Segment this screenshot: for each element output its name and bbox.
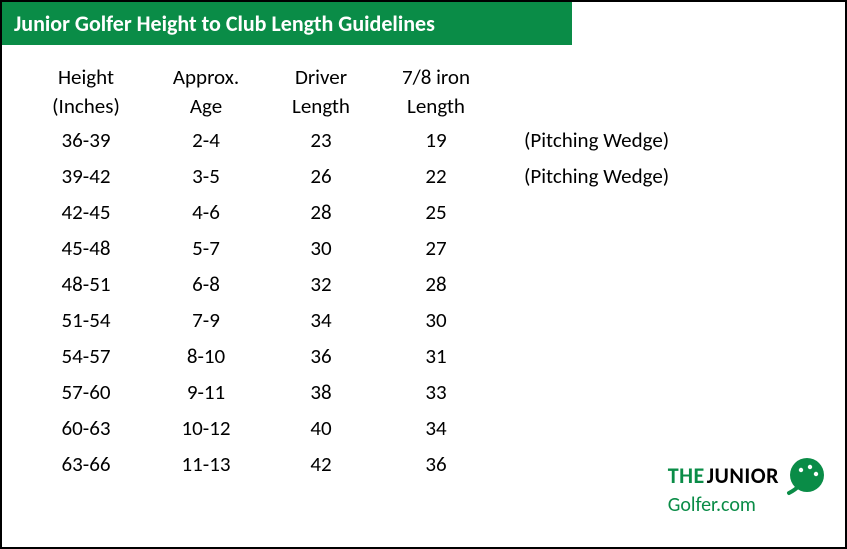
col-age-l1: Approx. xyxy=(164,63,248,92)
cell-note: (Pitching Wedge) xyxy=(496,122,706,158)
col-iron-l2: Length xyxy=(394,92,478,121)
table-row: 48-516-83228 xyxy=(26,266,706,302)
table-row: 57-609-113833 xyxy=(26,374,706,410)
cell-age: 8-10 xyxy=(146,338,266,374)
cell-iron: 30 xyxy=(376,302,496,338)
cell-height: 42-45 xyxy=(26,194,146,230)
cell-age: 11-13 xyxy=(146,446,266,482)
cell-age: 5-7 xyxy=(146,230,266,266)
cell-note xyxy=(496,374,706,410)
table-row: 60-6310-124034 xyxy=(26,410,706,446)
logo-the: THE xyxy=(668,462,705,489)
col-age-header: Approx. Age xyxy=(146,63,266,122)
cell-note xyxy=(496,302,706,338)
col-driver-l2: Length xyxy=(284,92,358,121)
table-row: 42-454-62825 xyxy=(26,194,706,230)
col-height-l1: Height xyxy=(44,63,128,92)
logo-line1: THE JUNIOR xyxy=(668,453,827,497)
logo-junior: JUNIOR xyxy=(707,462,779,489)
cell-note xyxy=(496,338,706,374)
cell-height: 63-66 xyxy=(26,446,146,482)
col-note-header xyxy=(496,63,706,122)
cell-age: 2-4 xyxy=(146,122,266,158)
table-row: 63-6611-134236 xyxy=(26,446,706,482)
cell-age: 6-8 xyxy=(146,266,266,302)
cell-age: 3-5 xyxy=(146,158,266,194)
cell-iron: 36 xyxy=(376,446,496,482)
cell-age: 4-6 xyxy=(146,194,266,230)
guidelines-table: Height (Inches) Approx. Age Driver Lengt… xyxy=(26,63,706,482)
cell-age: 7-9 xyxy=(146,302,266,338)
site-logo: THE JUNIOR Golfer.com xyxy=(668,453,827,517)
title-bar: Junior Golfer Height to Club Length Guid… xyxy=(2,2,572,45)
golf-ball-icon xyxy=(783,453,827,497)
cell-driver: 32 xyxy=(266,266,376,302)
col-driver-header: Driver Length xyxy=(266,63,376,122)
cell-driver: 23 xyxy=(266,122,376,158)
cell-note xyxy=(496,230,706,266)
logo-golfer: Golfer xyxy=(668,493,716,517)
col-height-l2: (Inches) xyxy=(44,92,128,121)
cell-note xyxy=(496,410,706,446)
cell-age: 10-12 xyxy=(146,410,266,446)
cell-note: (Pitching Wedge) xyxy=(496,158,706,194)
table-row: 45-485-73027 xyxy=(26,230,706,266)
table-row: 39-423-52622(Pitching Wedge) xyxy=(26,158,706,194)
cell-height: 36-39 xyxy=(26,122,146,158)
cell-driver: 40 xyxy=(266,410,376,446)
cell-driver: 30 xyxy=(266,230,376,266)
col-iron-l1: 7/8 iron xyxy=(394,63,478,92)
document-container: Junior Golfer Height to Club Length Guid… xyxy=(0,0,847,549)
col-height-header: Height (Inches) xyxy=(26,63,146,122)
cell-height: 45-48 xyxy=(26,230,146,266)
table-row: 36-392-42319(Pitching Wedge) xyxy=(26,122,706,158)
cell-driver: 38 xyxy=(266,374,376,410)
cell-height: 51-54 xyxy=(26,302,146,338)
cell-driver: 36 xyxy=(266,338,376,374)
cell-iron: 22 xyxy=(376,158,496,194)
cell-iron: 34 xyxy=(376,410,496,446)
cell-iron: 28 xyxy=(376,266,496,302)
header-row: Height (Inches) Approx. Age Driver Lengt… xyxy=(26,63,706,122)
cell-driver: 42 xyxy=(266,446,376,482)
logo-com: .com xyxy=(716,493,756,517)
cell-height: 57-60 xyxy=(26,374,146,410)
table-row: 54-578-103631 xyxy=(26,338,706,374)
cell-note xyxy=(496,266,706,302)
cell-note xyxy=(496,194,706,230)
cell-height: 60-63 xyxy=(26,410,146,446)
table-row: 51-547-93430 xyxy=(26,302,706,338)
cell-iron: 27 xyxy=(376,230,496,266)
cell-driver: 28 xyxy=(266,194,376,230)
table-area: Height (Inches) Approx. Age Driver Lengt… xyxy=(2,45,845,482)
cell-iron: 33 xyxy=(376,374,496,410)
cell-driver: 34 xyxy=(266,302,376,338)
cell-iron: 25 xyxy=(376,194,496,230)
cell-height: 54-57 xyxy=(26,338,146,374)
cell-iron: 19 xyxy=(376,122,496,158)
cell-height: 48-51 xyxy=(26,266,146,302)
col-age-l2: Age xyxy=(164,92,248,121)
cell-iron: 31 xyxy=(376,338,496,374)
col-driver-l1: Driver xyxy=(284,63,358,92)
cell-age: 9-11 xyxy=(146,374,266,410)
cell-height: 39-42 xyxy=(26,158,146,194)
cell-driver: 26 xyxy=(266,158,376,194)
col-iron-header: 7/8 iron Length xyxy=(376,63,496,122)
